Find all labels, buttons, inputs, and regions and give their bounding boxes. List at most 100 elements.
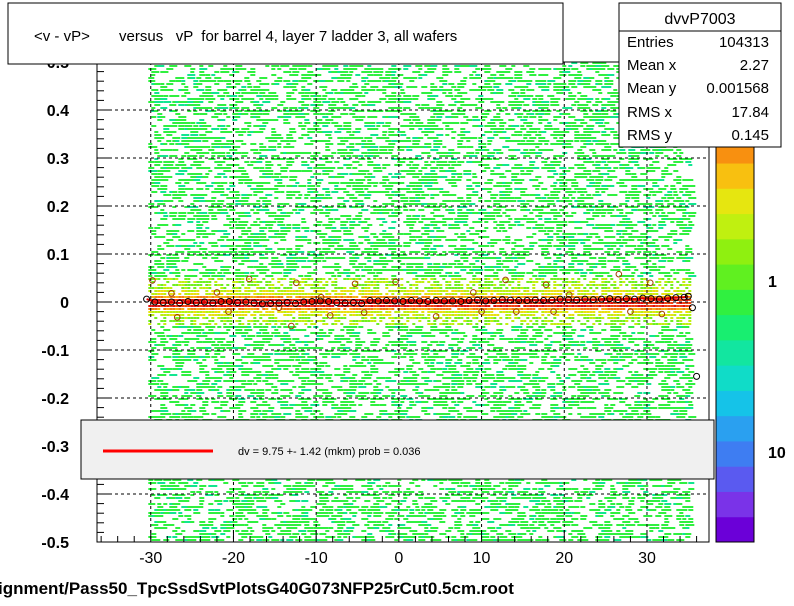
density-cell xyxy=(304,524,310,526)
density-cell xyxy=(385,245,390,247)
density-cell xyxy=(277,209,283,211)
density-cell xyxy=(304,398,312,400)
density-cell xyxy=(235,113,241,115)
density-cell xyxy=(352,257,357,259)
density-cell xyxy=(166,308,170,310)
density-cell xyxy=(376,416,382,418)
density-cell xyxy=(340,500,349,502)
density-cell xyxy=(388,308,392,310)
density-cell xyxy=(178,158,184,160)
density-cell xyxy=(262,245,268,247)
density-cell xyxy=(157,263,165,265)
density-cell xyxy=(226,305,230,307)
density-cell xyxy=(328,245,335,247)
density-cell xyxy=(226,395,235,397)
density-cell xyxy=(268,320,272,322)
density-cell xyxy=(262,500,267,502)
density-cell xyxy=(289,293,293,295)
density-cell xyxy=(385,377,392,379)
density-cell xyxy=(262,416,269,418)
density-cell xyxy=(232,521,238,523)
density-cell xyxy=(238,251,245,253)
density-cell xyxy=(349,227,355,229)
density-cell xyxy=(211,278,215,280)
density-cell xyxy=(223,128,228,130)
density-cell xyxy=(208,251,213,253)
density-cell xyxy=(337,353,346,355)
density-cell xyxy=(205,290,209,292)
density-cell xyxy=(304,323,308,325)
density-cell xyxy=(382,125,391,127)
density-cell xyxy=(235,488,242,490)
density-cell xyxy=(181,167,186,169)
density-cell xyxy=(169,311,173,313)
density-cell xyxy=(217,539,225,541)
density-cell xyxy=(181,164,187,166)
density-cell xyxy=(280,239,287,241)
density-cell xyxy=(166,68,174,70)
density-cell xyxy=(292,494,299,496)
density-cell xyxy=(256,293,260,295)
density-cell xyxy=(220,278,224,280)
density-cell xyxy=(388,311,392,313)
density-cell xyxy=(259,128,266,130)
density-cell xyxy=(292,311,296,313)
density-cell xyxy=(322,89,327,91)
density-cell xyxy=(157,200,164,202)
density-cell xyxy=(169,212,178,214)
density-cell xyxy=(274,299,278,301)
density-cell xyxy=(187,317,191,319)
density-cell xyxy=(355,182,360,184)
density-cell xyxy=(175,182,182,184)
density-cell xyxy=(193,377,200,379)
density-cell xyxy=(214,77,222,79)
density-cell xyxy=(295,368,300,370)
density-cell xyxy=(322,278,326,280)
density-cell xyxy=(199,119,205,121)
density-cell xyxy=(193,251,199,253)
density-cell xyxy=(148,503,156,505)
density-cell xyxy=(244,293,248,295)
density-cell xyxy=(184,287,188,289)
density-cell xyxy=(349,197,358,199)
density-cell xyxy=(271,512,280,514)
density-cell xyxy=(364,185,372,187)
density-cell xyxy=(160,494,168,496)
density-cell xyxy=(325,131,333,133)
density-cell xyxy=(217,209,222,211)
density-cell xyxy=(286,365,292,367)
density-cell xyxy=(298,275,304,277)
density-cell xyxy=(238,227,246,229)
density-cell xyxy=(214,323,218,325)
density-cell xyxy=(235,287,239,289)
density-cell xyxy=(328,110,336,112)
density-cell xyxy=(376,278,380,280)
density-cell xyxy=(181,260,189,262)
density-cell xyxy=(298,521,303,523)
density-cell xyxy=(157,266,165,268)
density-cell xyxy=(217,326,222,328)
density-cell xyxy=(202,371,210,373)
density-cell xyxy=(229,320,233,322)
density-cell xyxy=(247,194,253,196)
density-cell xyxy=(340,305,344,307)
density-cell xyxy=(226,368,235,370)
density-cell xyxy=(283,293,287,295)
density-cell xyxy=(184,404,189,406)
density-cell xyxy=(271,176,280,178)
density-cell xyxy=(265,176,272,178)
density-cell xyxy=(286,338,292,340)
density-cell xyxy=(331,482,336,484)
density-cell xyxy=(373,368,379,370)
density-cell xyxy=(205,323,209,325)
density-cell xyxy=(268,290,272,292)
density-cell xyxy=(358,203,365,205)
density-cell xyxy=(367,173,373,175)
density-cell xyxy=(259,296,263,298)
density-cell xyxy=(199,416,204,418)
density-cell xyxy=(271,317,275,319)
density-cell xyxy=(172,122,177,124)
density-cell xyxy=(283,272,292,274)
density-cell xyxy=(346,230,352,232)
density-cell xyxy=(349,503,354,505)
